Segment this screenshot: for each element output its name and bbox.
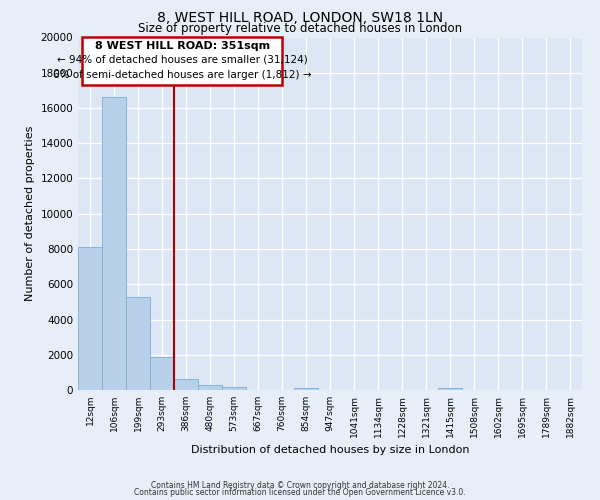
FancyBboxPatch shape	[82, 38, 282, 85]
Text: ← 94% of detached houses are smaller (31,124): ← 94% of detached houses are smaller (31…	[57, 54, 308, 64]
Bar	[222, 387, 246, 390]
Text: Contains public sector information licensed under the Open Government Licence v3: Contains public sector information licen…	[134, 488, 466, 497]
Y-axis label: Number of detached properties: Number of detached properties	[25, 126, 35, 302]
Bar	[198, 384, 222, 390]
Text: 6% of semi-detached houses are larger (1,812) →: 6% of semi-detached houses are larger (1…	[53, 70, 311, 80]
Bar	[150, 358, 174, 390]
X-axis label: Distribution of detached houses by size in London: Distribution of detached houses by size …	[191, 446, 469, 456]
Bar	[102, 98, 126, 390]
Text: 8, WEST HILL ROAD, LONDON, SW18 1LN: 8, WEST HILL ROAD, LONDON, SW18 1LN	[157, 11, 443, 25]
Bar	[438, 388, 462, 390]
Bar	[78, 247, 102, 390]
Bar	[294, 388, 318, 390]
Text: Size of property relative to detached houses in London: Size of property relative to detached ho…	[138, 22, 462, 35]
Bar	[126, 296, 150, 390]
Bar	[174, 378, 198, 390]
Text: 8 WEST HILL ROAD: 351sqm: 8 WEST HILL ROAD: 351sqm	[95, 42, 270, 51]
Text: Contains HM Land Registry data © Crown copyright and database right 2024.: Contains HM Land Registry data © Crown c…	[151, 481, 449, 490]
